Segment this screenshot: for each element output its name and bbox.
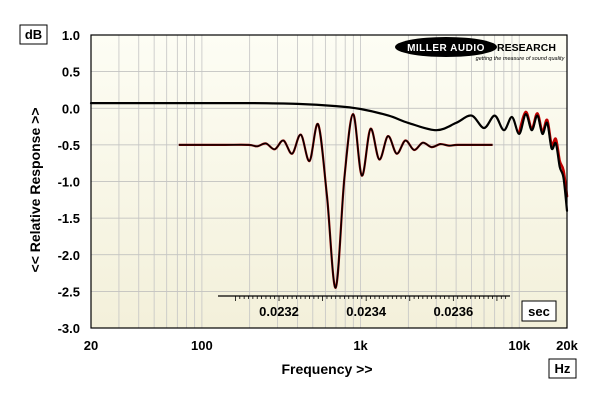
y-tick-labels: 1.0 0.5 0.0 -0.5 -1.0 -1.5 -2.0 -2.5 -3.0 xyxy=(58,28,80,336)
logo: MILLER AUDIO RESEARCH getting the measur… xyxy=(395,37,566,62)
x-tick-labels: 20 100 1k 10k 20k xyxy=(84,338,579,353)
inset-unit-box xyxy=(521,300,557,322)
y-tick-label: -1.5 xyxy=(58,211,80,226)
y-unit-box xyxy=(19,24,48,45)
inset-tick-label: 0.0236 xyxy=(433,304,473,319)
x-tick-label: 100 xyxy=(191,338,213,353)
y-tick-label: -3.0 xyxy=(58,321,80,336)
series-line xyxy=(89,101,569,212)
plot-border xyxy=(90,34,568,329)
y-tick-label: 1.0 xyxy=(62,28,80,43)
logo-oval xyxy=(395,37,497,57)
x-tick-label: 1k xyxy=(353,338,368,353)
inset-tick-label: 0.0234 xyxy=(346,304,387,319)
x-unit-box xyxy=(548,358,577,379)
y-axis-title: << Relative Response >> xyxy=(27,108,43,273)
x-tick-label: 10k xyxy=(508,338,530,353)
logo-name-part2: RESEARCH xyxy=(497,42,556,54)
impulse-line xyxy=(178,113,493,289)
impulse-inset: 0.0232 0.0234 0.0236 sec xyxy=(178,112,557,322)
y-unit-label: dB xyxy=(25,27,42,42)
inset-tick-label: 0.0232 xyxy=(259,304,299,319)
y-tick-label: -0.5 xyxy=(58,138,80,153)
y-tick-label: 0.0 xyxy=(62,101,80,116)
inset-unit-label: sec xyxy=(528,304,550,319)
y-tick-label: -2.5 xyxy=(58,284,80,299)
series-layer xyxy=(89,101,569,212)
x-tick-label: 20k xyxy=(556,338,578,353)
x-tick-label: 20 xyxy=(84,338,98,353)
y-tick-label: -2.0 xyxy=(58,248,80,263)
x-axis-title: Frequency >> xyxy=(281,361,372,377)
y-tick-label: -1.0 xyxy=(58,175,80,190)
y-tick-label: 0.5 xyxy=(62,65,80,80)
logo-tagline: getting the measure of sound quality xyxy=(476,56,566,62)
logo-name-part1: MILLER AUDIO xyxy=(407,43,485,54)
x-unit-label: Hz xyxy=(555,361,571,376)
